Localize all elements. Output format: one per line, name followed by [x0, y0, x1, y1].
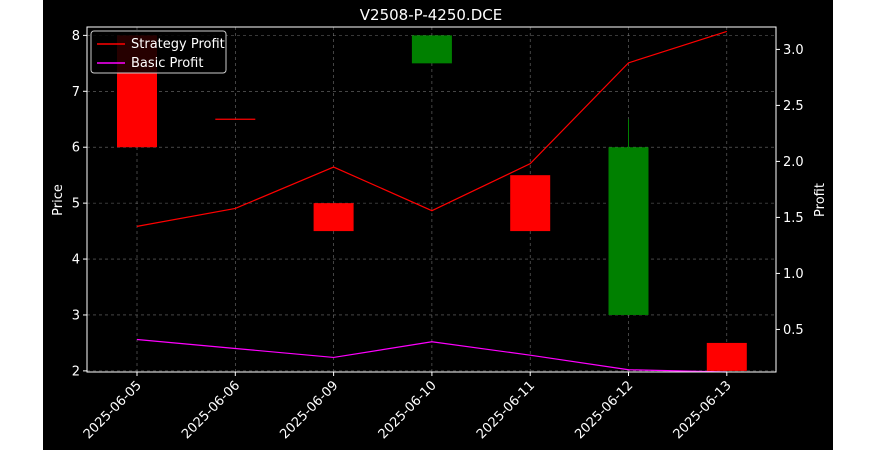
profit-lines-layer: [136, 30, 727, 373]
y-axis-right-label: Profit: [813, 183, 828, 217]
candle-body: [411, 35, 452, 64]
y-right-tick-label: 1.5: [783, 211, 804, 226]
chart-title: V2508-P-4250.DCE: [360, 6, 502, 24]
y-right-tick-label: 2.5: [783, 99, 804, 114]
y-left-tick-label: 7: [72, 85, 80, 100]
grid-layer: [87, 27, 776, 372]
y-left-tick-label: 3: [72, 308, 80, 323]
y-left-tick-label: 5: [72, 197, 80, 212]
y-left-tick-label: 8: [72, 29, 80, 44]
y-left-tick-label: 6: [72, 141, 80, 156]
candle-body: [510, 175, 551, 232]
legend: Strategy Profit Basic Profit: [90, 30, 227, 74]
y-right-tick-label: 0.5: [783, 323, 804, 338]
basic-profit-line: [136, 338, 727, 373]
legend-label-basic-profit: Basic Profit: [131, 56, 203, 71]
y-axis-left-label: Price: [51, 184, 66, 216]
y-left-tick-label: 4: [72, 253, 80, 268]
y-right-tick-label: 3.0: [783, 43, 804, 58]
strategy-profit-line: [136, 30, 727, 227]
y-right-tick-label: 1.0: [783, 267, 804, 282]
y-right-tick-label: 2.0: [783, 155, 804, 170]
figure-background: [43, 0, 833, 450]
candle-body: [706, 342, 747, 371]
candle-body: [608, 147, 649, 315]
y-left-tick-label: 2: [72, 364, 80, 379]
candle-body: [313, 203, 354, 232]
candle-layer: [117, 35, 747, 371]
legend-label-strategy-profit: Strategy Profit: [131, 37, 225, 52]
